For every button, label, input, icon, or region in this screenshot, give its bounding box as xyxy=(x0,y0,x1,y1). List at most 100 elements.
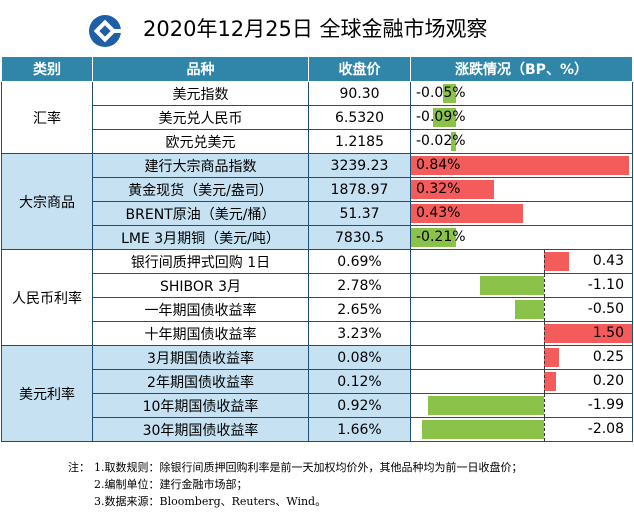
item-cell: 建行大宗商品指数 xyxy=(92,153,309,178)
close-cell: 0.12% xyxy=(308,369,411,394)
header: 2020年12月25日 全球金融市场观察 xyxy=(0,0,634,56)
change-cell: -1.10 xyxy=(410,273,633,298)
table-row: 十年期国债收益率 3.23% 1.50 xyxy=(2,321,633,346)
change-label: -1.10 xyxy=(587,277,624,293)
item-cell: 一年期国债收益率 xyxy=(92,297,309,322)
change-cell: -0.05% xyxy=(410,81,633,106)
change-label: -0.02% xyxy=(416,133,466,149)
table-row: 美元兑人民币 6.5320 -0.09% xyxy=(2,105,633,130)
change-label: -0.09% xyxy=(416,109,466,125)
change-bar xyxy=(411,204,523,223)
header-category: 类别 xyxy=(1,56,93,82)
close-cell: 2.65% xyxy=(308,297,411,322)
change-cell: -0.09% xyxy=(410,105,633,130)
change-label: 0.84% xyxy=(416,157,461,173)
note-line: 2.编制单位：建行金融市场部； xyxy=(68,476,523,493)
table-row: BRENT原油（美元/桶） 51.37 0.43% xyxy=(2,201,633,226)
zero-axis xyxy=(544,370,545,393)
note-lead: 注： xyxy=(68,461,90,474)
change-label: 0.32% xyxy=(416,181,461,197)
change-bar xyxy=(432,108,456,127)
change-label: 0.43% xyxy=(416,205,461,221)
change-bar xyxy=(427,396,544,415)
change-bar xyxy=(411,156,630,175)
change-bar xyxy=(544,252,570,271)
change-cell: -0.50 xyxy=(410,297,633,322)
zero-axis xyxy=(544,418,545,441)
change-bar xyxy=(411,180,495,199)
category-cell: 大宗商品 xyxy=(1,153,93,250)
change-cell: 0.84% xyxy=(410,153,633,178)
header-change: 涨跌情况（BP、%） xyxy=(410,56,633,82)
change-label: 1.50 xyxy=(592,325,624,341)
close-cell: 1878.97 xyxy=(308,177,411,202)
change-bar xyxy=(411,228,456,247)
close-cell: 1.2185 xyxy=(308,129,411,154)
item-cell: 银行间质押式回购 1日 xyxy=(92,249,309,274)
change-label: -1.99 xyxy=(587,397,624,413)
change-label: -2.08 xyxy=(587,421,624,437)
zero-axis xyxy=(544,346,545,369)
change-label: 0.25 xyxy=(592,349,624,365)
change-label: -0.50 xyxy=(587,301,624,317)
change-cell: 0.43% xyxy=(410,201,633,226)
item-cell: BRENT原油（美元/桶） xyxy=(92,201,309,226)
item-cell: SHIBOR 3月 xyxy=(92,273,309,298)
change-bar xyxy=(544,348,559,367)
header-close: 收盘价 xyxy=(308,56,411,82)
change-cell: 0.32% xyxy=(410,177,633,202)
note-lead xyxy=(68,493,94,510)
close-cell: 3239.23 xyxy=(308,153,411,178)
header-item: 品种 xyxy=(92,56,309,82)
zero-axis xyxy=(544,322,545,345)
change-bar xyxy=(544,324,632,343)
notes: 注： 1.取数规则：除银行间质押回购利率是前一天加权均价外，其他品种均为前一日收… xyxy=(68,459,523,510)
item-cell: 美元指数 xyxy=(92,81,309,106)
change-bar xyxy=(479,276,544,295)
change-label: 0.43 xyxy=(592,253,624,269)
table-row: 一年期国债收益率 2.65% -0.50 xyxy=(2,297,633,322)
change-label: -0.05% xyxy=(416,85,466,101)
note-text: 2.编制单位：建行金融市场部； xyxy=(94,478,248,491)
item-cell: 3月期国债收益率 xyxy=(92,345,309,370)
item-cell: 欧元兑美元 xyxy=(92,129,309,154)
table-row: 黄金现货（美元/盎司） 1878.97 0.32% xyxy=(2,177,633,202)
change-cell: -0.02% xyxy=(410,129,633,154)
table-row: 10年期国债收益率 0.92% -1.99 xyxy=(2,393,633,418)
market-table: 类别 品种 收盘价 涨跌情况（BP、%） 汇率 美元指数 90.30 -0.05% 美元… xyxy=(1,56,633,442)
table-row: SHIBOR 3月 2.78% -1.10 xyxy=(2,273,633,298)
table-row: 人民币利率 银行间质押式回购 1日 0.69% 0.43 xyxy=(1,249,633,346)
change-cell: 0.25 xyxy=(410,345,633,370)
item-cell: 2年期国债收益率 xyxy=(92,369,309,394)
change-label: -0.21% xyxy=(416,229,466,245)
close-cell: 3.23% xyxy=(308,321,411,346)
close-cell: 0.92% xyxy=(308,393,411,418)
zero-axis xyxy=(544,250,545,273)
change-cell: -2.08 xyxy=(410,417,633,442)
table-row: 汇率 美元指数 90.30 -0.05% xyxy=(1,81,633,154)
change-bar xyxy=(544,372,556,391)
item-cell: 30年期国债收益率 xyxy=(92,417,309,442)
category-cell: 人民币利率 xyxy=(1,249,93,346)
note-lead xyxy=(68,476,94,493)
note-line: 注： 1.取数规则：除银行间质押回购利率是前一天加权均价外，其他品种均为前一日收… xyxy=(68,459,523,476)
table-row: 美元利率 3月期国债收益率 0.08% 0.25 xyxy=(1,345,633,442)
close-cell: 7830.5 xyxy=(308,225,411,250)
close-cell: 6.5320 xyxy=(308,105,411,130)
change-label: 0.20 xyxy=(592,373,624,389)
category-cell: 汇率 xyxy=(1,81,93,154)
change-bar xyxy=(443,84,456,103)
table-header: 类别 品种 收盘价 涨跌情况（BP、%） xyxy=(1,56,633,82)
table-row: 30年期国债收益率 1.66% -2.08 xyxy=(2,417,633,442)
note-line: 3.数据来源：Bloomberg、Reuters、Wind。 xyxy=(68,493,523,510)
zero-axis xyxy=(544,274,545,297)
close-cell: 2.78% xyxy=(308,273,411,298)
table-row: 欧元兑美元 1.2185 -0.02% xyxy=(2,129,633,154)
change-bar xyxy=(422,420,544,439)
page-title: 2020年12月25日 全球金融市场观察 xyxy=(143,17,488,41)
item-cell: LME 3月期铜（美元/吨） xyxy=(92,225,309,250)
change-cell: 0.20 xyxy=(410,369,633,394)
ccb-logo-icon xyxy=(89,15,122,47)
close-cell: 1.66% xyxy=(308,417,411,442)
item-cell: 十年期国债收益率 xyxy=(92,321,309,346)
